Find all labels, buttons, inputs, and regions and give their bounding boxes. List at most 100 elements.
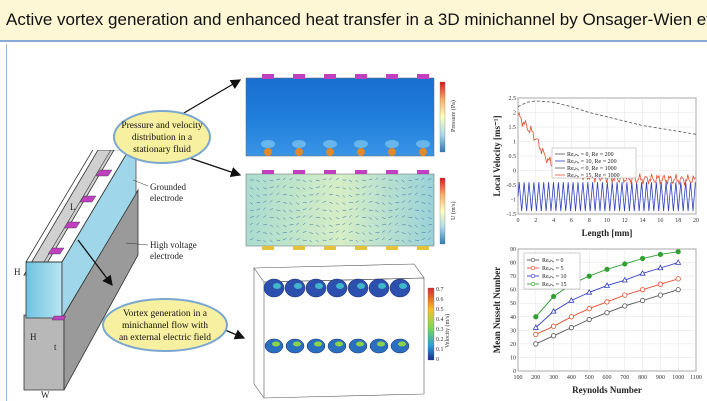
pressure-top-electrode — [386, 74, 398, 79]
velocity-arrow — [315, 208, 320, 211]
velocity-arrow — [329, 238, 333, 241]
velocity-bottom-electrode — [355, 246, 367, 250]
chart2-ytick-label: 40 — [510, 315, 516, 321]
velocity-arrow — [289, 230, 293, 233]
velocity-arrow — [322, 178, 327, 181]
chart1-ytick-label: 1 — [513, 140, 516, 146]
vortex-tube-top — [263, 278, 285, 298]
velocity-arrow — [296, 216, 301, 218]
velocity-arrow — [249, 202, 254, 205]
pressure-bottom-electrode — [388, 148, 396, 156]
velocity-arrow — [348, 239, 353, 241]
velocity-arrow — [348, 222, 352, 226]
hv-electrodes — [51, 315, 67, 321]
vortex-colorbar-tick: 0 — [436, 357, 439, 363]
vortex-highlight-top — [399, 283, 407, 289]
vortex-colorbar-unit: Velocity (m/s) — [444, 314, 451, 348]
chart2-ytick-label: 90 — [510, 247, 516, 253]
chart2-point — [675, 249, 681, 255]
velocity-arrow — [329, 185, 333, 188]
velocity-arrow — [309, 187, 313, 190]
chart2-point — [550, 323, 557, 329]
chart1-xtick-label: 20 — [693, 218, 699, 224]
chart2-legend-entry: Reₑₕₑ = 15 — [542, 282, 567, 288]
chart1-xtick-label: 10 — [604, 218, 610, 224]
velocity-arrow — [302, 194, 307, 198]
velocity-arrow — [362, 192, 366, 196]
velocity-arrow — [302, 187, 306, 191]
device-schematic: W H H L t Grounded electrode High voltag… — [14, 150, 197, 400]
velocity-arrow — [309, 224, 314, 226]
chart2-legend-marker — [530, 281, 536, 287]
dim-he-label: H — [30, 332, 37, 342]
chart1-xtick-label: 6 — [570, 218, 573, 224]
velocity-arrow — [375, 217, 379, 221]
chart2-point — [533, 314, 539, 320]
velocity-bottom-electrode — [262, 246, 274, 250]
velocity-arrow — [329, 224, 333, 227]
arrow-from-channel — [77, 239, 113, 287]
velocity-arrow — [401, 215, 405, 218]
chart2-point — [586, 316, 592, 323]
velocity-arrow — [276, 217, 280, 220]
velocity-arrow — [309, 239, 313, 243]
velocity-arrow — [401, 224, 406, 226]
chart2-xlabel: Reynolds Number — [572, 385, 642, 395]
velocity-arrow — [276, 232, 280, 235]
chart2-xtick-label: 600 — [603, 375, 612, 381]
velocity-arrow — [282, 177, 286, 181]
chart1-ytick-label: 2 — [513, 111, 516, 117]
velocity-bottom-electrode — [324, 246, 336, 250]
velocity-arrow — [355, 232, 360, 234]
velocity-arrow — [289, 209, 293, 213]
chart2-ylabel: Mean Nusselt Number — [492, 267, 502, 354]
vortex-3d-panel: 0.7 0.6 0.5 0.4 0.3 0.2 0.1 0 Velocity (m/s) — [253, 263, 451, 399]
velocity-arrow — [335, 202, 339, 205]
velocity-arrow — [249, 194, 253, 198]
velocity-top-electrode — [324, 170, 336, 174]
vortex-tube-top — [326, 278, 348, 298]
velocity-arrow — [362, 199, 365, 203]
chart1-ytick-label: 1.5 — [509, 125, 517, 131]
pressure-bubble-line-3: stationary fluid — [133, 144, 191, 155]
velocity-arrow — [269, 199, 273, 203]
velocity-arrow — [375, 185, 379, 188]
velocity-arrow — [348, 215, 352, 218]
chart2-ytick-label: 70 — [510, 274, 516, 280]
velocity-arrow — [381, 194, 386, 197]
chart2-point — [675, 259, 682, 265]
velocity-colorbar — [439, 177, 446, 245]
vortex-tube-top — [305, 278, 327, 298]
velocity-arrow — [315, 232, 319, 235]
chart2-ytick-label: 20 — [510, 342, 516, 348]
velocity-arrow — [395, 208, 399, 211]
chart2-point — [639, 269, 646, 276]
velocity-arrow — [355, 215, 359, 218]
chart2-ticks: 100 200 300 400 500 600 700 800 900 1000 110090807… — [510, 247, 702, 381]
chart2-point — [657, 292, 663, 298]
chart2-xtick-label: 1100 — [690, 375, 702, 381]
chart2-point — [622, 303, 628, 309]
velocity-arrow — [362, 224, 366, 227]
chart2-point — [657, 251, 663, 258]
velocity-arrow — [428, 194, 432, 197]
velocity-arrow — [401, 179, 405, 183]
chart2-point — [622, 261, 628, 267]
velocity-arrow — [375, 193, 380, 196]
vortex-highlight-bottom — [356, 341, 364, 347]
pressure-contour-panel: Pressure (Pa) — [245, 74, 457, 157]
velocity-arrow — [375, 202, 380, 204]
vortex-row-top — [263, 278, 411, 298]
velocity-arrow — [342, 209, 347, 212]
velocity-arrow — [342, 238, 346, 241]
dim-w-label: W — [41, 390, 50, 400]
velocity-arrow — [329, 202, 334, 204]
velocity-arrow — [282, 193, 287, 196]
velocity-arrow — [263, 207, 266, 211]
velocity-arrow — [401, 207, 405, 211]
velocity-arrow — [263, 224, 268, 226]
velocity-arrow — [282, 209, 287, 213]
chart2-point — [550, 293, 557, 300]
velocity-arrow — [414, 232, 419, 235]
chart1-xtick-label: 4 — [552, 218, 555, 224]
